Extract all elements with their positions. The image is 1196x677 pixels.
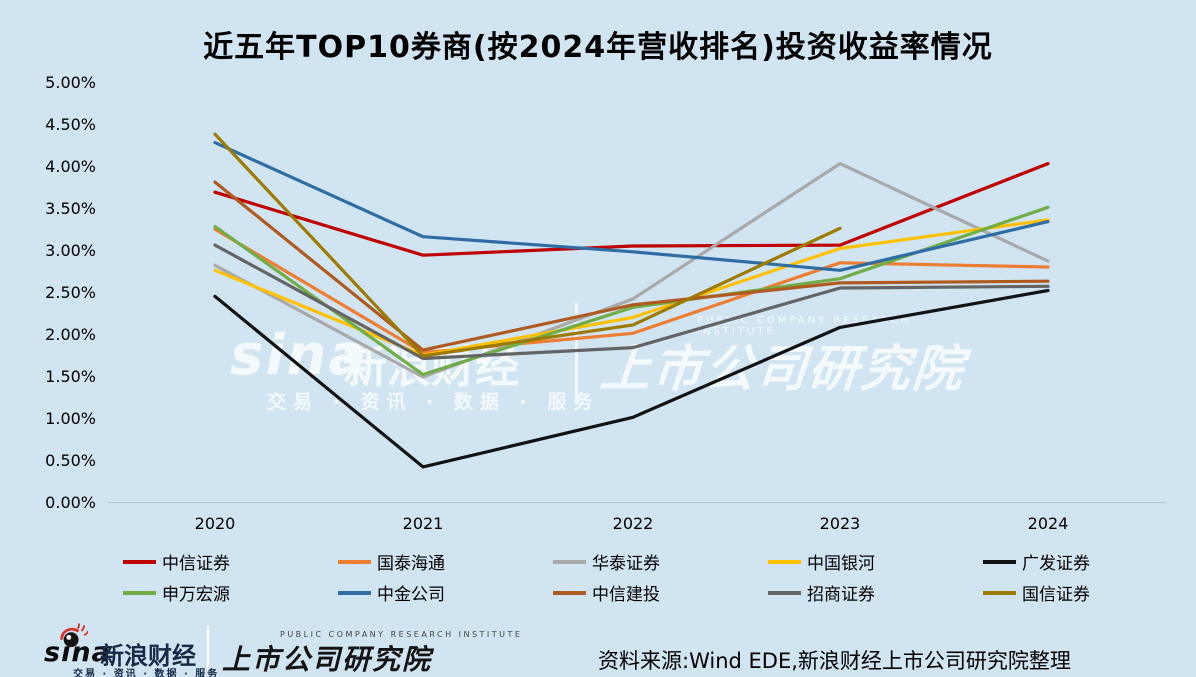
y-tick: 5.00% [45,73,96,92]
legend-swatch-icon [768,559,801,564]
footer-tagline: 交易 · 资讯 · 数据 · 服务 [73,669,220,677]
legend-item: 申万宏源 [123,580,338,605]
legend-label: 广发证券 [1022,554,1090,574]
y-tick: 4.50% [45,115,96,134]
legend-label: 中国银河 [807,554,875,574]
footer-sina-logo: sina [44,637,111,668]
legend-item: 国信证券 [983,580,1196,605]
x-tick: 2023 [819,514,861,533]
legend-swatch-icon [768,590,801,595]
legend-item: 广发证券 [983,549,1196,574]
y-tick: 3.50% [45,199,96,218]
legend-swatch-icon [983,590,1016,595]
sina-eye-icon [60,623,88,648]
chart-title: 近五年TOP10券商(按2024年营收排名)投资收益率情况 [203,30,993,65]
legend-label: 申万宏源 [162,585,230,605]
legend-label: 国泰海通 [377,554,445,574]
legend-swatch-icon [338,590,371,595]
legend-item: 中信建投 [553,580,768,605]
x-axis-line [108,502,1166,503]
y-tick: 0.00% [45,493,96,512]
legend-label: 中信证券 [162,554,230,574]
legend-swatch-icon [983,559,1016,564]
y-tick: 1.50% [45,367,96,386]
legend-swatch-icon [553,590,586,595]
y-tick: 2.50% [45,283,96,302]
series-line-6 [213,141,1050,272]
legend-swatch-icon [553,559,586,564]
footer-institute: 上市公司研究院 [222,643,433,676]
y-tick: 3.00% [45,241,96,260]
legend-label: 国信证券 [1022,585,1090,605]
legend-swatch-icon [338,559,371,564]
legend-label: 中信建投 [592,585,660,605]
y-tick: 2.00% [45,325,96,344]
series-line-0 [213,162,1050,257]
watermark-institute: 上市公司研究院 [598,340,968,398]
legend: 中信证券 国泰海通 华泰证券 中国银河 广发证券 申万宏源 中金公司 中信建投 … [123,546,1196,608]
y-tick: 4.00% [45,157,96,176]
watermark: sina 新浪财经 交易 · 资讯 · 数据 · 服务 PUBLIC COMPA… [225,295,970,413]
legend-item: 中国银河 [768,549,983,574]
watermark-tagline: 交易 · 资讯 · 数据 · 服务 [267,391,600,413]
legend-swatch-icon [123,590,156,595]
footer-brand: 新浪财经 [100,642,196,670]
legend-item: 华泰证券 [553,549,768,574]
x-tick: 2020 [194,514,236,533]
footer: sina 新浪财经 交易 · 资讯 · 数据 · 服务 PUBLIC COMPA… [0,620,1196,677]
x-tick: 2022 [612,514,654,533]
y-tick: 1.00% [45,409,96,428]
footer-institute-en: PUBLIC COMPANY RESEARCH INSTITUTE [280,630,523,639]
x-tick: 2021 [402,514,444,533]
legend-label: 华泰证券 [592,554,660,574]
legend-item: 中金公司 [338,580,553,605]
data-source-note: 资料来源:Wind EDE,新浪财经上市公司研究院整理 [598,649,1071,673]
watermark-brand: 新浪财经 [343,342,519,393]
legend-label: 招商证券 [807,585,875,605]
x-tick: 2024 [1027,514,1069,533]
legend-item: 招商证券 [768,580,983,605]
legend-item: 国泰海通 [338,549,553,574]
footer-divider [207,626,209,670]
legend-item: 中信证券 [123,549,338,574]
legend-label: 中金公司 [377,585,445,605]
watermark-divider [575,303,578,403]
legend-swatch-icon [123,559,156,564]
y-tick: 0.50% [45,451,96,470]
